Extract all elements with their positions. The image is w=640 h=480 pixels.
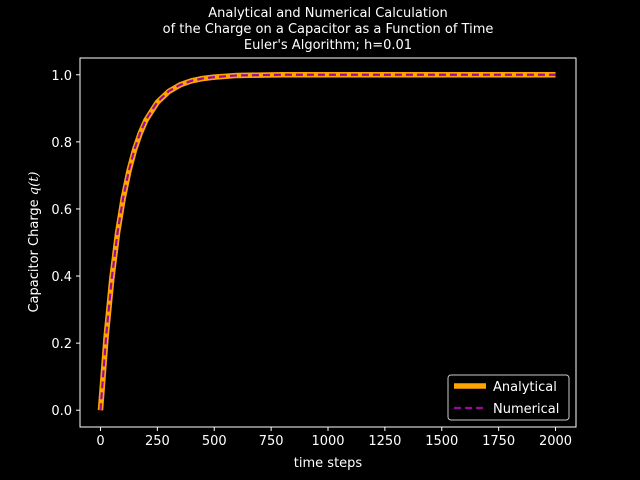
x-tick-label: 750 xyxy=(259,434,284,449)
legend-label-numerical: Numerical xyxy=(493,402,559,417)
plot-area xyxy=(80,58,576,427)
series-line-numerical xyxy=(99,73,556,411)
y-tick-label: 0.8 xyxy=(51,136,72,151)
legend: Analytical Numerical xyxy=(447,374,570,421)
y-axis-label: Capacitor Charge q(t) xyxy=(27,171,42,312)
y-tick-label: 1.0 xyxy=(51,69,72,84)
series-group xyxy=(97,72,556,411)
y-axis-label-text: Capacitor Charge xyxy=(27,195,42,312)
x-axis-ticks: 0 250 500 750 1000 1250 1500 1750 2000 xyxy=(96,427,572,449)
y-axis-ticks: 0.0 0.2 0.4 0.6 0.8 1.0 xyxy=(51,69,80,419)
y-axis-label-math: q(t) xyxy=(27,171,42,195)
x-tick-label: 500 xyxy=(202,434,227,449)
y-tick-label: 0.0 xyxy=(51,404,72,419)
x-tick-label: 1500 xyxy=(425,434,458,449)
y-tick-label: 0.4 xyxy=(51,270,72,285)
chart-title-line-1: Analytical and Numerical Calculation xyxy=(208,6,448,21)
x-tick-label: 1750 xyxy=(482,434,515,449)
x-tick-label: 0 xyxy=(96,434,104,449)
chart-title: Analytical and Numerical Calculation of … xyxy=(163,6,494,53)
y-tick-label: 0.2 xyxy=(51,337,72,352)
chart-title-line-3: Euler's Algorithm; h=0.01 xyxy=(244,38,412,53)
x-tick-label: 1250 xyxy=(368,434,401,449)
x-tick-label: 2000 xyxy=(539,434,572,449)
chart-title-line-2: of the Charge on a Capacitor as a Functi… xyxy=(163,22,494,37)
x-tick-label: 250 xyxy=(145,434,170,449)
y-tick-label: 0.6 xyxy=(51,203,72,218)
x-tick-label: 1000 xyxy=(311,434,344,449)
x-axis-label: time steps xyxy=(294,456,363,471)
legend-label-analytical: Analytical xyxy=(493,380,557,395)
